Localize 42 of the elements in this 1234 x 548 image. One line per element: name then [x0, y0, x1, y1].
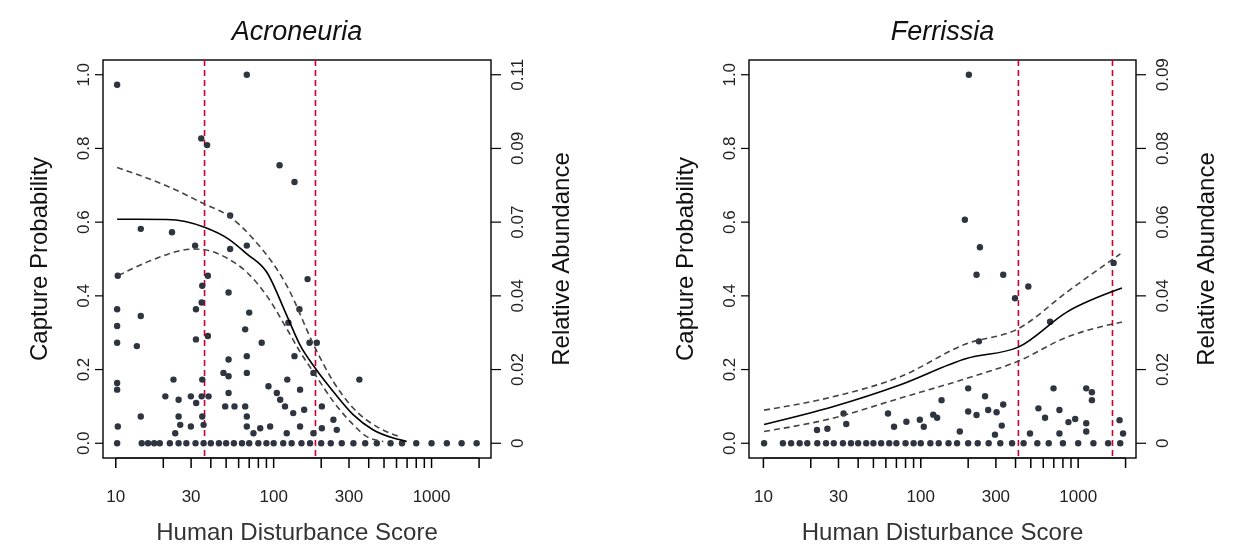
- x-tick-label: 100: [259, 487, 288, 506]
- y-tick-label: 0.8: [720, 136, 739, 161]
- x-tick-label: 30: [829, 487, 848, 506]
- y2-tick-label: 0.11: [508, 58, 527, 91]
- y-tick-label: 0.2: [74, 357, 93, 382]
- y2-tick-label: 0.09: [508, 131, 527, 165]
- y-tick-label: 0.8: [74, 136, 93, 161]
- chart-title: Ferrissia: [890, 16, 995, 46]
- x-tick-label: 10: [753, 487, 773, 506]
- y2-tick-label: 0.04: [1153, 279, 1172, 313]
- x-tick-label: 100: [906, 487, 935, 506]
- y-tick-label: 0.0: [720, 431, 739, 456]
- y2-axis-title: Relative Abundance: [1192, 152, 1219, 366]
- y-tick-label: 0.4: [720, 284, 739, 308]
- y2-axis-title: Relative Abundance: [547, 152, 574, 366]
- x-tick-label: 10: [106, 487, 126, 506]
- y-tick-label: 0.6: [74, 210, 93, 234]
- y-tick-label: 1.0: [720, 62, 739, 87]
- x-axis-title: Human Disturbance Score: [801, 518, 1084, 545]
- y-tick-label: 0.0: [74, 431, 93, 456]
- y-axis-title: Capture Probability: [25, 156, 52, 362]
- y2-tick-label: 0: [508, 438, 527, 448]
- y2-tick-label: 0.02: [508, 353, 527, 387]
- y2-tick-label: 0: [1153, 438, 1172, 448]
- x-tick-label: 300: [981, 487, 1011, 506]
- x-axis-title: Human Disturbance Score: [156, 518, 438, 545]
- y2-tick-label: 0.07: [508, 205, 527, 239]
- x-tick-label: 1000: [412, 487, 451, 506]
- y-tick-label: 0.4: [74, 284, 93, 308]
- chart-title: Acroneuria: [229, 16, 363, 46]
- y2-tick-label: 0.09: [1153, 58, 1172, 92]
- y-tick-label: 0.2: [720, 357, 739, 382]
- y2-tick-label: 0.06: [1153, 205, 1172, 239]
- x-tick-label: 30: [181, 487, 201, 506]
- y-axis-title: Capture Probability: [671, 156, 698, 362]
- x-tick-label: 300: [334, 487, 364, 506]
- y-tick-label: 0.6: [720, 210, 739, 234]
- y-tick-label: 1.0: [74, 62, 93, 87]
- y2-tick-label: 0.04: [508, 279, 527, 313]
- x-tick-label: 1000: [1059, 487, 1098, 506]
- y2-tick-label: 0.08: [1153, 131, 1172, 165]
- y2-tick-label: 0.02: [1153, 353, 1172, 387]
